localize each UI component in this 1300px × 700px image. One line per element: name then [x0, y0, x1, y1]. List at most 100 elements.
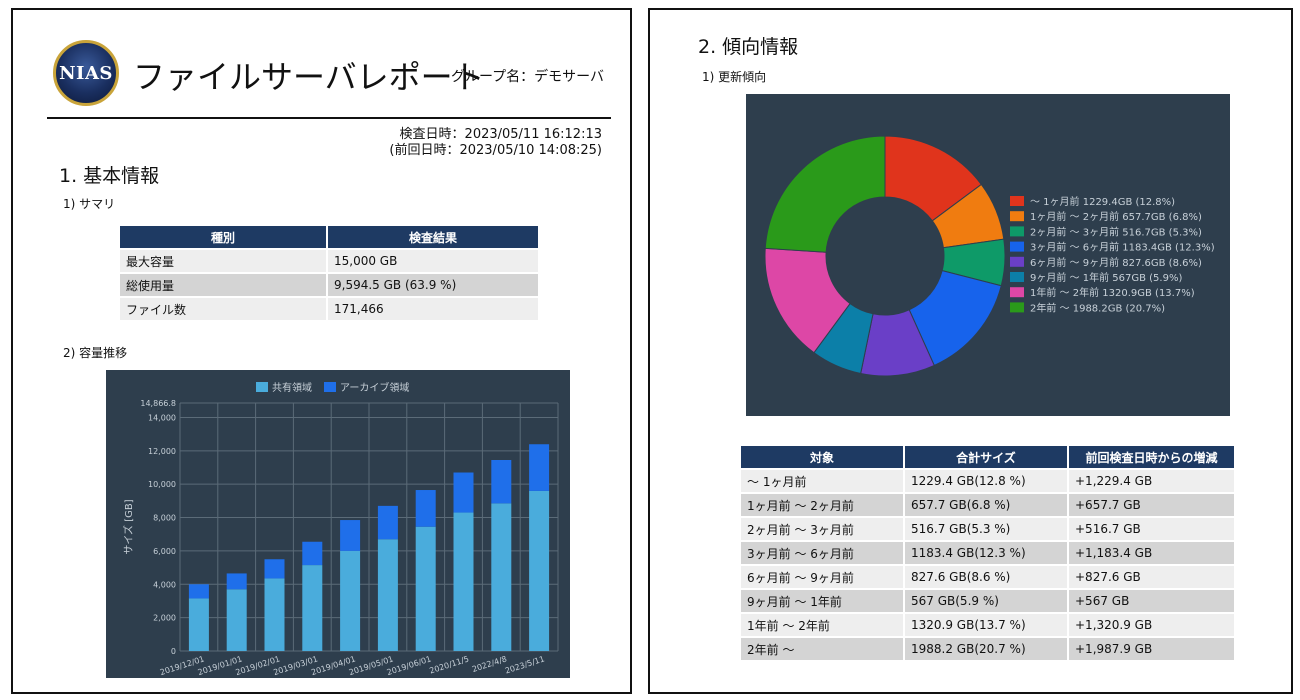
table-cell: +1,183.4 GB — [1069, 542, 1234, 564]
bar-segment — [264, 559, 285, 579]
legend-swatch — [256, 382, 268, 392]
trend-header-total-size: 合計サイズ — [905, 446, 1067, 468]
table-cell: 171,466 — [328, 298, 538, 320]
y-tick-label: 6,000 — [153, 547, 176, 556]
bar-segment — [226, 589, 247, 651]
trend-header-change: 前回検査日時からの増減 — [1069, 446, 1234, 468]
table-cell: 9,594.5 GB (63.9 %) — [328, 274, 538, 296]
bar-segment — [302, 541, 323, 566]
bar-segment — [491, 503, 512, 651]
summary-header-row: 種別 検査結果 — [120, 226, 538, 248]
table-cell: +516.7 GB — [1069, 518, 1234, 540]
y-axis-label: サイズ [GB] — [122, 499, 135, 554]
legend-swatch — [1010, 196, 1024, 206]
table-cell: 1ヶ月前 〜 2ヶ月前 — [741, 494, 903, 516]
legend-swatch — [1010, 211, 1024, 222]
legend-label: 〜 1ヶ月前 1229.4GB (12.8%) — [1030, 195, 1175, 208]
bar-segment — [188, 598, 209, 651]
report-page-2: 2. 傾向情報 1) 更新傾向 〜 1ヶ月前 1229.4GB (12.8%) 1… — [648, 8, 1293, 694]
update-trend-donut-chart: 〜 1ヶ月前 1229.4GB (12.8%) 1ヶ月前 〜 2ヶ月前 657.7… — [746, 94, 1230, 416]
summary-header-result: 検査結果 — [328, 226, 538, 248]
table-cell: +657.7 GB — [1069, 494, 1234, 516]
legend-swatch — [1010, 256, 1024, 267]
table-cell: 9ヶ月前 〜 1年前 — [741, 590, 903, 612]
bar-segment — [529, 490, 550, 651]
report-page-1: NIAS ファイルサーバレポート グループ名：デモサーバ 検査日時：2023/0… — [11, 8, 632, 694]
x-tick-label: 2022/4/8 — [471, 654, 508, 674]
summary-header-type: 種別 — [120, 226, 326, 248]
table-row: 1ヶ月前 〜 2ヶ月前 657.7 GB(6.8 %) +657.7 GB — [741, 494, 1234, 516]
capacity-heading: 2) 容量推移 — [63, 346, 128, 360]
bar-segment — [415, 526, 436, 651]
table-cell: +1,987.9 GB — [1069, 638, 1234, 660]
y-tick-label: 14,000 — [148, 413, 176, 422]
y-tick-label: 10,000 — [148, 480, 176, 489]
table-cell: 1320.9 GB(13.7 %) — [905, 614, 1067, 636]
legend-swatch — [1010, 241, 1024, 252]
y-tick-label: 2,000 — [153, 614, 176, 623]
table-row: ファイル数 171,466 — [120, 298, 538, 320]
section2-heading: 2. 傾向情報 — [698, 36, 799, 58]
capacity-trend-chart: 共有領域 アーカイブ領域 0 2,000 4,000 6,000 8,000 10,000 12… — [106, 370, 570, 678]
legend-label: 9ヶ月前 〜 1年前 567GB (5.9%) — [1030, 271, 1182, 284]
report-title: ファイルサーバレポート — [133, 58, 485, 96]
legend-swatch — [324, 382, 336, 392]
table-row: 9ヶ月前 〜 1年前 567 GB(5.9 %) +567 GB — [741, 590, 1234, 612]
bar-segment — [453, 472, 474, 513]
summary-heading: 1) サマリ — [63, 197, 116, 211]
table-cell: 827.6 GB(8.6 %) — [905, 566, 1067, 588]
table-cell: 〜 1ヶ月前 — [741, 470, 903, 492]
group-name: グループ名：デモサーバ — [451, 69, 605, 85]
bar-segment — [377, 539, 398, 651]
table-row: 最大容量 15,000 GB — [120, 250, 538, 272]
nias-logo: NIAS — [53, 40, 119, 106]
bar-segment — [226, 573, 247, 590]
bar-segment — [529, 444, 550, 491]
legend-label: 1ヶ月前 〜 2ヶ月前 657.7GB (6.8%) — [1030, 210, 1202, 223]
table-cell: 1229.4 GB(12.8 %) — [905, 470, 1067, 492]
legend-label: 6ヶ月前 〜 9ヶ月前 827.6GB (8.6%) — [1030, 256, 1202, 269]
legend-swatch — [1010, 302, 1024, 313]
title-divider — [47, 117, 611, 119]
table-row: 6ヶ月前 〜 9ヶ月前 827.6 GB(8.6 %) +827.6 GB — [741, 566, 1234, 588]
update-trend-heading: 1) 更新傾向 — [702, 70, 767, 84]
legend-swatch — [1010, 226, 1024, 237]
table-cell: +567 GB — [1069, 590, 1234, 612]
table-row: 〜 1ヶ月前 1229.4 GB(12.8 %) +1,229.4 GB — [741, 470, 1234, 492]
bar-segment — [340, 520, 361, 551]
trend-header-target: 対象 — [741, 446, 903, 468]
bar-segment — [491, 459, 512, 504]
table-cell: 2ヶ月前 〜 3ヶ月前 — [741, 518, 903, 540]
y-max-label: 14,866.8 — [140, 399, 176, 408]
x-tick-label: 2023/5/11 — [504, 654, 546, 675]
table-cell: 最大容量 — [120, 250, 326, 272]
table-cell: ファイル数 — [120, 298, 326, 320]
bar-segment — [340, 550, 361, 651]
previous-date: (前回日時：2023/05/10 14:08:25) — [389, 143, 602, 158]
table-cell: 6ヶ月前 〜 9ヶ月前 — [741, 566, 903, 588]
section1-heading: 1. 基本情報 — [59, 165, 160, 187]
table-cell: 657.7 GB(6.8 %) — [905, 494, 1067, 516]
legend-label: 2ヶ月前 〜 3ヶ月前 516.7GB (5.3%) — [1030, 225, 1202, 238]
table-row: 2ヶ月前 〜 3ヶ月前 516.7 GB(5.3 %) +516.7 GB — [741, 518, 1234, 540]
trend-table: 対象 合計サイズ 前回検査日時からの増減 〜 1ヶ月前 1229.4 GB(12.… — [739, 444, 1236, 662]
logo-text: NIAS — [59, 62, 113, 84]
table-row: 2年前 〜 1988.2 GB(20.7 %) +1,987.9 GB — [741, 638, 1234, 660]
table-cell: 3ヶ月前 〜 6ヶ月前 — [741, 542, 903, 564]
table-cell: 2年前 〜 — [741, 638, 903, 660]
table-cell: +1,320.9 GB — [1069, 614, 1234, 636]
bar-segment — [377, 505, 398, 540]
summary-table: 種別 検査結果 最大容量 15,000 GB 総使用量 9,594.5 GB (… — [118, 224, 540, 322]
trend-header-row: 対象 合計サイズ 前回検査日時からの増減 — [741, 446, 1234, 468]
table-cell: 516.7 GB(5.3 %) — [905, 518, 1067, 540]
table-cell: 総使用量 — [120, 274, 326, 296]
legend-label: 共有領域 — [272, 381, 312, 394]
legend-swatch — [1010, 272, 1024, 282]
legend-swatch — [1010, 287, 1024, 298]
table-cell: 567 GB(5.9 %) — [905, 590, 1067, 612]
table-cell: +827.6 GB — [1069, 566, 1234, 588]
bar-segment — [415, 490, 436, 527]
legend-label: 2年前 〜 1988.2GB (20.7%) — [1030, 301, 1165, 314]
bar-segment — [264, 578, 285, 651]
bar-segment — [302, 565, 323, 651]
